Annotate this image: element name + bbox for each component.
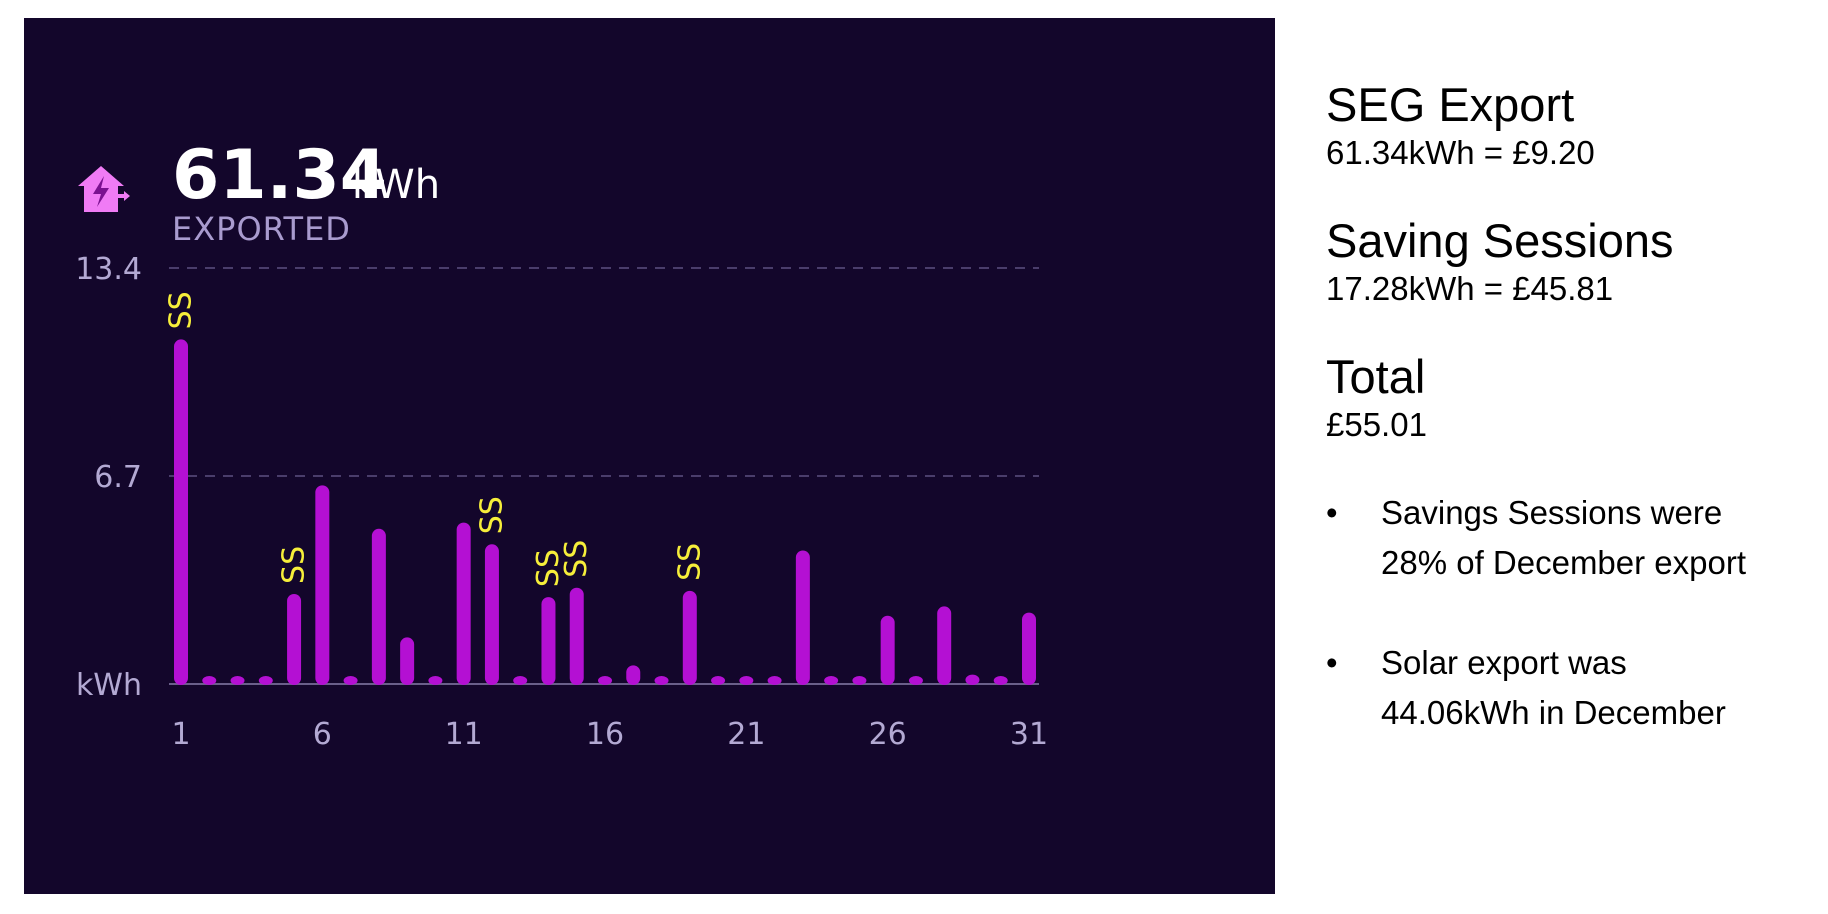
bullet-line: Savings Sessions were bbox=[1381, 494, 1723, 531]
house-export-icon bbox=[78, 166, 130, 212]
y-axis-ticks: 13.4 6.7 kWh bbox=[75, 252, 142, 703]
bullet-dot-icon: • bbox=[1326, 494, 1338, 531]
x-tick-label: 16 bbox=[586, 717, 624, 752]
bar-day-6 bbox=[315, 485, 330, 685]
bar-day-1 bbox=[174, 339, 188, 685]
bar-day-27 bbox=[908, 676, 923, 685]
bar-day-13 bbox=[513, 676, 528, 685]
export-total-value: 61.34 bbox=[172, 136, 387, 215]
bar-day-16 bbox=[598, 676, 612, 685]
ss-annotation: SS bbox=[531, 549, 566, 587]
seg-export-block: SEG Export 61.34kWh = £9.20 bbox=[1326, 78, 1826, 174]
bar-day-29 bbox=[965, 674, 980, 685]
ss-annotation: SS bbox=[474, 496, 509, 534]
y-tick-label: kWh bbox=[76, 668, 142, 703]
bar-day-21 bbox=[739, 676, 754, 685]
bar-day-25 bbox=[852, 676, 867, 685]
bar-day-5 bbox=[287, 593, 302, 685]
bar-day-19 bbox=[682, 590, 697, 685]
y-tick-label: 13.4 bbox=[75, 252, 142, 287]
ss-annotation: SS bbox=[277, 546, 312, 584]
bar-day-30 bbox=[993, 676, 1008, 685]
bar-day-15 bbox=[569, 587, 584, 685]
seg-export-value: 61.34kWh = £9.20 bbox=[1326, 134, 1595, 171]
chart-panel: 61.34 kWh EXPORTED 13.4 6.7 kWh SS SS SS SS SS… bbox=[24, 18, 1275, 894]
x-tick-label: 26 bbox=[869, 717, 907, 752]
bar-day-14 bbox=[541, 597, 556, 685]
bar-day-3 bbox=[230, 676, 245, 685]
bullet-line: 28% of December export bbox=[1381, 544, 1747, 581]
total-block: Total £55.01 bbox=[1326, 350, 1826, 446]
bar-day-18 bbox=[654, 676, 669, 685]
saving-sessions-title: Saving Sessions bbox=[1326, 214, 1674, 267]
total-title: Total bbox=[1326, 350, 1426, 403]
bar-day-22 bbox=[767, 676, 782, 685]
bar-day-8 bbox=[371, 528, 386, 685]
x-tick-label: 6 bbox=[313, 717, 332, 752]
x-tick-label: 11 bbox=[445, 717, 483, 752]
bar-day-17 bbox=[626, 665, 641, 685]
x-tick-label: 1 bbox=[171, 717, 190, 752]
bar-day-28 bbox=[937, 606, 952, 685]
x-tick-label: 21 bbox=[727, 717, 765, 752]
x-tick-label: 31 bbox=[1010, 717, 1048, 752]
bar-day-26 bbox=[880, 615, 895, 685]
bar-day-31 bbox=[1022, 612, 1036, 685]
ss-annotation: SS bbox=[164, 291, 199, 329]
saving-sessions-block: Saving Sessions 17.28kWh = £45.81 bbox=[1326, 214, 1826, 310]
bullet-line: Solar export was bbox=[1381, 644, 1627, 681]
bar-day-11 bbox=[456, 522, 471, 685]
bar-day-23 bbox=[795, 550, 810, 685]
summary-panel: SEG Export 61.34kWh = £9.20 Saving Sessi… bbox=[1326, 78, 1826, 738]
total-value: £55.01 bbox=[1326, 406, 1427, 443]
y-tick-label: 6.7 bbox=[94, 460, 142, 495]
bar-day-12 bbox=[484, 544, 499, 685]
bullet-line: 44.06kWh in December bbox=[1381, 694, 1726, 731]
bullet-dot-icon: • bbox=[1326, 644, 1338, 681]
seg-export-title: SEG Export bbox=[1326, 78, 1575, 131]
bar-day-9 bbox=[400, 637, 415, 685]
export-total-unit: kWh bbox=[352, 162, 440, 208]
ss-annotation: SS bbox=[672, 543, 707, 581]
exported-label: EXPORTED bbox=[172, 210, 351, 248]
bullet-savings-share: • Savings Sessions were 28% of December … bbox=[1326, 488, 1826, 588]
bar-day-24 bbox=[824, 676, 839, 685]
bar-day-4 bbox=[258, 676, 273, 685]
bar-day-20 bbox=[711, 676, 726, 685]
bar-day-7 bbox=[343, 676, 358, 685]
x-axis-ticks: 1 6 11 16 21 26 31 bbox=[171, 717, 1048, 752]
bars bbox=[174, 339, 1036, 685]
ss-annotation: SS bbox=[559, 540, 594, 578]
bar-day-10 bbox=[428, 676, 443, 685]
bullet-solar-export: • Solar export was 44.06kWh in December bbox=[1326, 638, 1826, 738]
bar-day-2 bbox=[202, 676, 217, 685]
saving-sessions-value: 17.28kWh = £45.81 bbox=[1326, 270, 1614, 307]
